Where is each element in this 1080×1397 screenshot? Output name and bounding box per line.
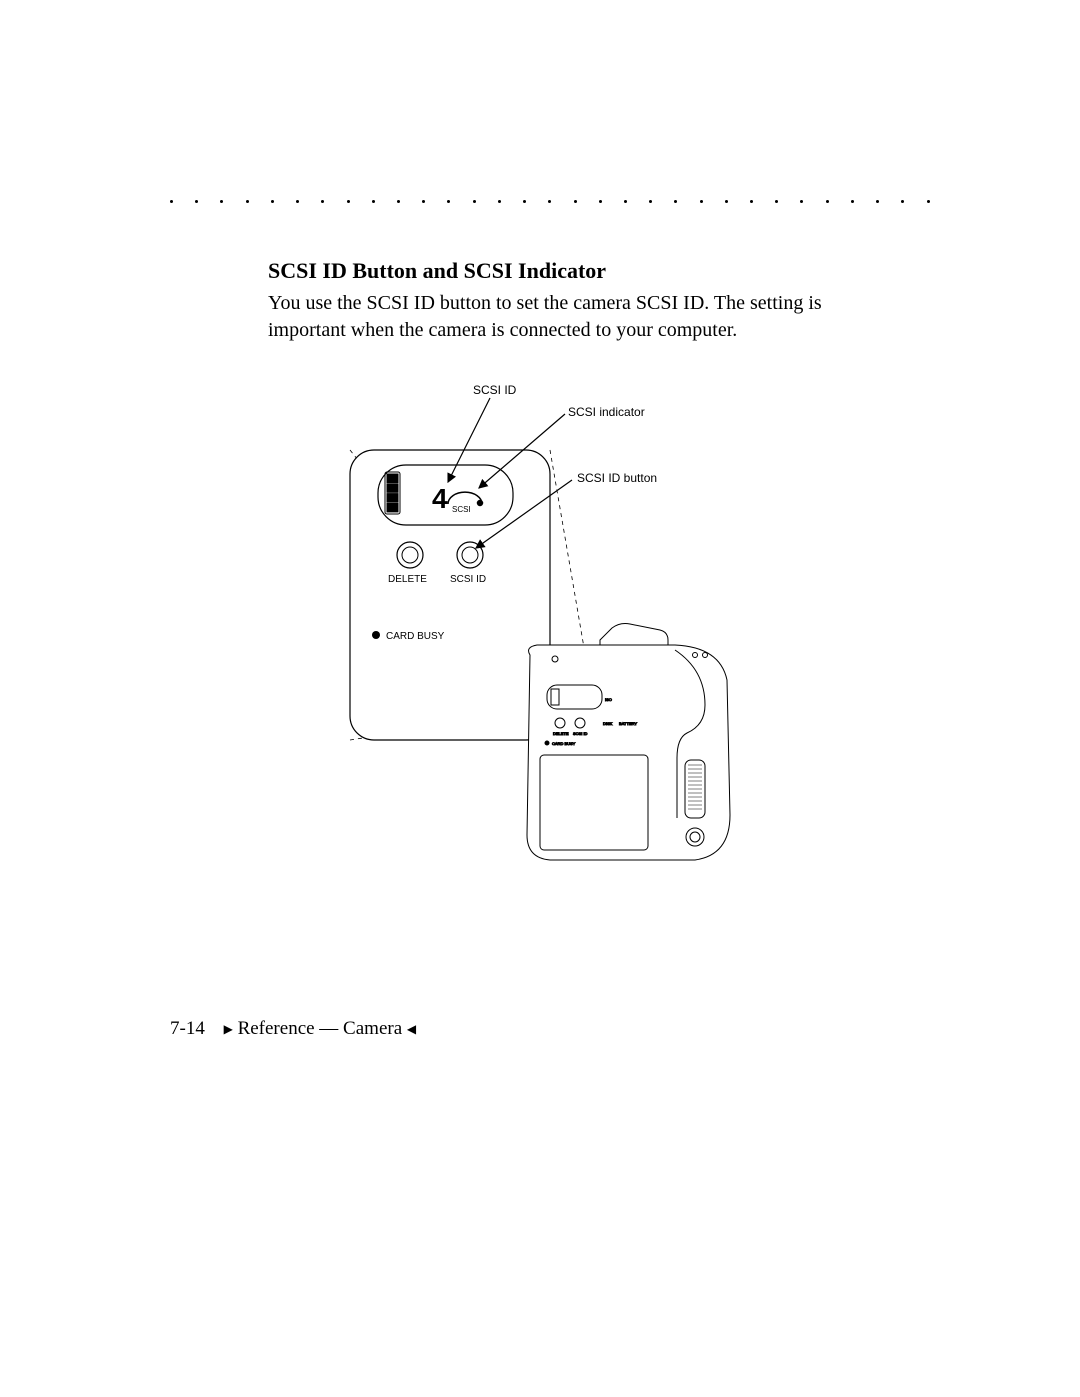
dotted-rule [170, 200, 930, 203]
svg-text:DISK: DISK [603, 721, 613, 726]
section-heading: SCSI ID Button and SCSI Indicator [268, 258, 606, 284]
svg-text:SCSI ID: SCSI ID [573, 731, 588, 736]
scsi-indicator-callout: SCSI indicator [568, 405, 645, 419]
scsi-id-callout: SCSI ID [473, 383, 517, 397]
scsi-small-label: SCSI [452, 505, 471, 514]
page-footer: 7-14 ▶ Reference — Camera ◀ [170, 1018, 416, 1040]
card-busy-label: CARD BUSY [386, 631, 445, 642]
triangle-left-icon: ◀ [407, 1022, 416, 1036]
display-digit: 4 [432, 483, 448, 514]
delete-button-label: DELETE [388, 574, 427, 585]
scsi-diagram: 4 SCSI DELETE SCSI ID CARD BUSY DELETE SC… [340, 380, 760, 900]
svg-text:CARD BUSY: CARD BUSY [552, 741, 576, 746]
triangle-right-icon: ▶ [224, 1022, 233, 1036]
svg-text:DELETE: DELETE [553, 731, 569, 736]
page-number: 7-14 [170, 1018, 205, 1039]
svg-text:BATTERY: BATTERY [619, 721, 637, 726]
body-paragraph: You use the SCSI ID button to set the ca… [268, 290, 888, 344]
scsi-id-button-label: SCSI ID [450, 574, 486, 585]
footer-section: Reference — Camera [238, 1018, 403, 1039]
svg-text:ISO: ISO [605, 697, 612, 702]
scsi-id-button-callout: SCSI ID button [577, 471, 657, 485]
